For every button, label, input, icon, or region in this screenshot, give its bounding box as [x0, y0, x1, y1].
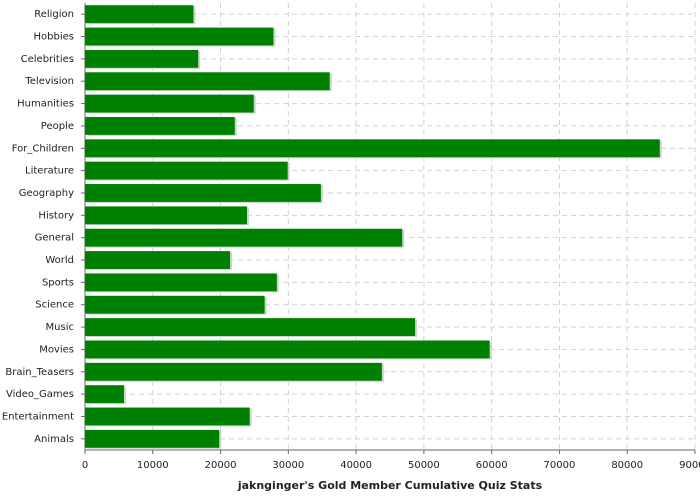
bar [85, 295, 265, 314]
x-tick-label: 50000 [408, 460, 440, 471]
y-tick-label: Celebrities [21, 54, 74, 65]
y-tick-label: Religion [34, 9, 74, 20]
bar [85, 429, 220, 448]
x-tick-label: 10000 [137, 460, 169, 471]
y-tick-label: History [38, 210, 74, 221]
y-tick-label: Sports [42, 277, 74, 288]
y-tick-label: Brain_Teasers [5, 367, 74, 378]
y-tick-label: Entertainment [2, 411, 74, 422]
y-tick-label: For_Children [12, 143, 74, 154]
bar [85, 228, 403, 247]
bar [85, 27, 274, 46]
y-tick-label: Hobbies [34, 32, 74, 43]
y-tick-label: World [45, 255, 74, 266]
y-tick-label: Animals [34, 434, 74, 445]
y-tick-label: People [41, 121, 74, 132]
y-tick-label: General [35, 233, 74, 244]
x-tick-label: 60000 [476, 460, 508, 471]
y-tick-label: Video_Games [6, 389, 74, 400]
bar [85, 161, 288, 180]
x-tick-label: 90000 [679, 460, 700, 471]
bar [85, 139, 660, 158]
x-tick-label: 70000 [544, 460, 576, 471]
bar [85, 49, 199, 68]
bar [85, 72, 330, 91]
y-tick-label: Literature [25, 166, 74, 177]
bar [85, 184, 321, 202]
y-tick-label: Geography [19, 188, 74, 199]
x-tick-label: 80000 [611, 460, 643, 471]
x-tick-label: 20000 [205, 460, 237, 471]
bar [85, 206, 247, 225]
y-tick-label: Science [35, 300, 74, 311]
y-tick-label: Television [24, 76, 74, 87]
bar [85, 407, 250, 426]
y-tick-label: Movies [39, 344, 74, 355]
bar [85, 340, 490, 359]
bar [85, 385, 124, 404]
chart-title: jaknginger's Gold Member Cumulative Quiz… [237, 479, 543, 492]
y-tick-label: Music [46, 322, 74, 333]
y-tick-label: Humanities [17, 99, 74, 110]
bar [85, 116, 235, 135]
x-tick-label: 0 [82, 460, 88, 471]
x-tick-label: 40000 [340, 460, 372, 471]
bar [85, 318, 416, 337]
bar [85, 362, 382, 381]
bar [85, 5, 194, 24]
bar [85, 251, 231, 269]
bar [85, 94, 254, 113]
x-tick-label: 30000 [272, 460, 304, 471]
bar [85, 273, 277, 292]
